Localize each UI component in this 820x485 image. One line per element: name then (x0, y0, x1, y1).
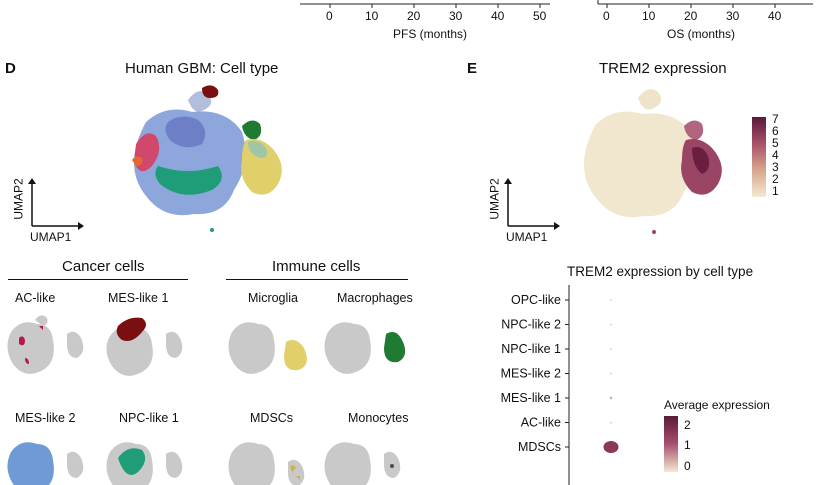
pfs-tick-30: 30 (449, 9, 463, 23)
group-underline-immune (226, 279, 408, 280)
panel-e-umap2-label: UMAP2 (487, 178, 502, 220)
panel-e-title: TREM2 expression (599, 60, 727, 77)
mini-umap-mdscs (228, 442, 305, 485)
trem2-colorbar (752, 117, 766, 197)
dotplot-point (610, 348, 612, 350)
mini-umap-ac-like (7, 315, 84, 374)
panel-e-letter: E (467, 60, 478, 77)
pfs-tick-20: 20 (407, 9, 421, 23)
dotplot-chart: OPC-like NPC-like 2 NPC-like 1 MES-like 2 ME… (501, 285, 619, 485)
panel-d-title: Human GBM: Cell type (125, 60, 279, 77)
dotplot-legend-tick-2: 2 (684, 418, 691, 432)
mini-umap-mes-like-1 (106, 317, 183, 376)
dotplot-category-label: MES-like 1 (501, 391, 561, 405)
dotplot-legend-title: Average expression (664, 398, 770, 412)
dotplot-title: TREM2 expression by cell type (567, 264, 754, 279)
dotplot-point (610, 421, 612, 424)
group-underline-cancer (8, 279, 188, 280)
dotplot-category-label: MES-like 2 (501, 367, 561, 381)
pfs-tick-50: 50 (533, 9, 547, 23)
cell-label-monocytes: Monocytes (348, 411, 409, 425)
dotplot-legend-tick-0: 0 (684, 459, 691, 473)
dotplot-category-label: AC-like (521, 416, 561, 430)
dotplot-legend-gradient (664, 416, 678, 472)
pfs-tick-40: 40 (491, 9, 505, 23)
os-tick-40: 40 (768, 9, 782, 23)
top-right-axis (597, 0, 820, 42)
dotplot-category-label: NPC-like 2 (501, 318, 561, 332)
pfs-tick-10: 10 (365, 9, 379, 23)
panel-d-umap-axes (28, 178, 84, 230)
panel-e-umap1-label: UMAP1 (506, 230, 548, 244)
dotplot-category-label: OPC-like (511, 293, 561, 307)
os-axis-label: OS (months) (667, 27, 736, 41)
panel-e-umap (584, 89, 722, 234)
cell-label-mes-like-1: MES-like 1 (108, 291, 169, 305)
colorbar-tick-7: 7 (772, 112, 779, 126)
cell-label-ac-like: AC-like (15, 291, 56, 305)
dotplot-category-label: NPC-like 1 (501, 342, 561, 356)
pfs-axis-label: PFS (months) (393, 27, 468, 41)
panel-d-umap2-label: UMAP2 (11, 178, 26, 220)
panel-e-umap-axes (504, 178, 560, 230)
dotplot-point (610, 323, 612, 326)
group-header-immune: Immune cells (272, 258, 361, 275)
colorbar-tick-4: 4 (772, 148, 779, 162)
mini-umap-microglia (228, 322, 307, 374)
cell-label-macrophages: Macrophages (337, 291, 413, 305)
os-tick-20: 20 (684, 9, 698, 23)
cell-label-mes-like-2: MES-like 2 (15, 411, 76, 425)
mini-umap-mes-like-2 (7, 442, 84, 485)
panel-d-umap-main (132, 85, 282, 232)
os-tick-0: 0 (603, 9, 610, 23)
group-header-cancer: Cancer cells (62, 258, 145, 275)
cell-label-microglia: Microglia (248, 291, 299, 305)
panel-d-umap1-label: UMAP1 (30, 230, 72, 244)
os-tick-30: 30 (726, 9, 740, 23)
dotplot-legend-tick-1: 1 (684, 438, 691, 452)
panel-d-letter: D (5, 60, 16, 77)
mini-umap-monocytes (324, 442, 401, 485)
colorbar-tick-2: 2 (772, 172, 779, 186)
cell-label-npc-like-1: NPC-like 1 (119, 411, 179, 425)
pfs-tick-0: 0 (326, 9, 333, 23)
os-tick-10: 10 (642, 9, 656, 23)
mini-umap-npc-like-1 (106, 442, 183, 485)
mini-umap-macrophages (324, 322, 406, 374)
dotplot-point (610, 299, 612, 301)
colorbar-tick-1: 1 (772, 184, 779, 198)
colorbar-tick-3: 3 (772, 160, 779, 174)
dotplot-point (603, 441, 619, 453)
colorbar-tick-5: 5 (772, 136, 779, 150)
colorbar-tick-6: 6 (772, 124, 779, 138)
top-left-axis (300, 0, 550, 42)
dotplot-point (610, 372, 612, 375)
dotplot-category-label: MDSCs (518, 440, 561, 454)
dotplot-point (609, 396, 613, 400)
cell-label-mdscs: MDSCs (250, 411, 294, 425)
